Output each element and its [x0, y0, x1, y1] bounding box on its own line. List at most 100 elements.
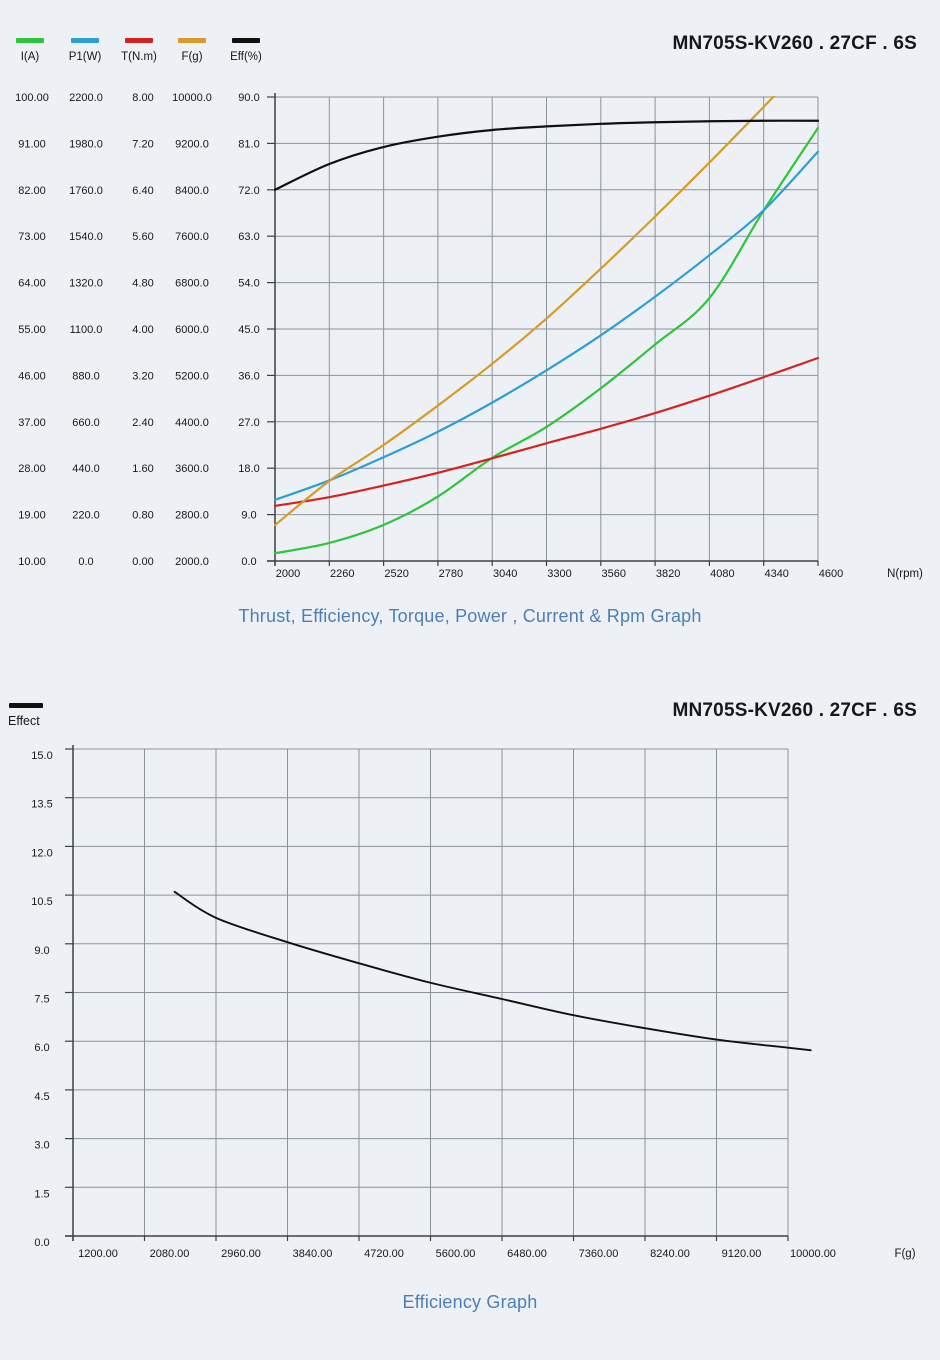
- y-tick-T(N.m): 2.40: [132, 417, 153, 429]
- y-tick-T(N.m): 4.00: [132, 324, 153, 336]
- y-tick-F(g): 2800.0: [175, 510, 209, 522]
- x-tick: 2260: [330, 568, 354, 580]
- y-tick: 0.0: [34, 1237, 49, 1249]
- y-tick-P1(W): 1980.0: [69, 138, 103, 150]
- y-tick-P1(W): 1760.0: [69, 185, 103, 197]
- x-tick: 3560: [602, 568, 626, 580]
- x-tick: 7360.00: [579, 1248, 619, 1260]
- legend-label: P1(W): [68, 51, 102, 63]
- axes: [267, 93, 819, 566]
- series-line-F(g): [274, 96, 776, 527]
- grid: [72, 748, 789, 1237]
- y-tick-Eff(%): 45.0: [238, 324, 259, 336]
- y-tick-Eff(%): 54.0: [238, 278, 259, 290]
- y-tick-P1(W): 880.0: [72, 370, 100, 382]
- y-tick-Eff(%): 72.0: [238, 185, 259, 197]
- y-tick-T(N.m): 0.80: [132, 510, 153, 522]
- y-tick: 13.5: [31, 799, 52, 811]
- y-tick-Eff(%): 18.0: [238, 463, 259, 475]
- y-tick-P1(W): 220.0: [72, 510, 100, 522]
- y-tick-P1(W): 1540.0: [69, 231, 103, 243]
- x-tick: 4600: [819, 568, 843, 580]
- x-tick: 3840.00: [293, 1248, 333, 1260]
- x-axis-labels: 2000 2260 2520 2780 3040 3300 3560 3820 4080 4340…: [276, 568, 923, 580]
- x-tick: 4080: [710, 568, 734, 580]
- legend-label: Effect: [8, 714, 40, 728]
- chart2-caption: Efficiency Graph: [402, 1292, 538, 1312]
- legend-item-effect: Effect: [8, 703, 76, 730]
- x-tick: 2780: [439, 568, 463, 580]
- y-axis-labels: 15.0 13.5 12.0 10.5 9.0 7.5 6.0 4.5 3.0 1.5 0.0: [31, 750, 52, 1249]
- y-tick-P1(W): 2200.0: [69, 92, 103, 104]
- y-tick-P1(W): 0.0: [78, 556, 93, 568]
- y-tick-F(g): 3600.0: [175, 463, 209, 475]
- y-tick: 6.0: [34, 1042, 49, 1054]
- chart2-title: MN705S-KV260 . 27CF . 6S: [672, 700, 917, 721]
- y-tick-I(A): 64.00: [18, 278, 46, 290]
- legend-item-fg: F(g): [164, 38, 220, 65]
- y-tick-Eff(%): 90.0: [238, 92, 259, 104]
- y-tick-I(A): 82.00: [18, 185, 46, 197]
- x-tick: 5600.00: [436, 1248, 476, 1260]
- y-tick-I(A): 46.00: [18, 370, 46, 382]
- x-tick: 9120.00: [722, 1248, 762, 1260]
- y-tick-F(g): 6000.0: [175, 324, 209, 336]
- legend-item-ia: I(A): [2, 38, 58, 65]
- series: [173, 890, 812, 1052]
- y-tick-T(N.m): 8.00: [132, 92, 153, 104]
- y-tick: 4.5: [34, 1091, 49, 1103]
- y-tick-I(A): 10.00: [18, 556, 46, 568]
- y-tick-P1(W): 440.0: [72, 463, 100, 475]
- y-tick-T(N.m): 0.00: [132, 556, 153, 568]
- y-tick-I(A): 55.00: [18, 324, 46, 336]
- y-tick-Eff(%): 36.0: [238, 370, 259, 382]
- legend-swatch: [232, 38, 260, 43]
- y-tick-T(N.m): 6.40: [132, 185, 153, 197]
- legend-item-eff: Eff(%): [218, 38, 274, 65]
- y-tick-F(g): 4400.0: [175, 417, 209, 429]
- x-tick: 2960.00: [221, 1248, 261, 1260]
- y-tick-I(A): 28.00: [18, 463, 46, 475]
- y-tick-Eff(%): 81.0: [238, 138, 259, 150]
- y-tick-Eff(%): 0.0: [241, 556, 256, 568]
- x-tick: 4340: [764, 568, 788, 580]
- series-line-T(N.m): [274, 356, 820, 507]
- y-tick-F(g): 9200.0: [175, 138, 209, 150]
- y-tick-F(g): 6800.0: [175, 278, 209, 290]
- y-tick-T(N.m): 1.60: [132, 463, 153, 475]
- x-tick: 2000: [276, 568, 300, 580]
- y-tick-T(N.m): 5.60: [132, 231, 153, 243]
- y-tick-I(A): 19.00: [18, 510, 46, 522]
- legend-label: F(g): [181, 51, 203, 63]
- series-line-Effect: [173, 890, 812, 1052]
- x-tick: 3300: [547, 568, 571, 580]
- y-tick-Eff(%): 9.0: [241, 510, 256, 522]
- x-tick: 8240.00: [650, 1248, 690, 1260]
- x-tick: 10000.00: [790, 1248, 836, 1260]
- y-tick: 3.0: [34, 1140, 49, 1152]
- x-tick: 6480.00: [507, 1248, 547, 1260]
- y-tick: 12.0: [31, 847, 52, 859]
- y-tick-I(A): 100.00: [15, 92, 49, 104]
- y-tick-F(g): 5200.0: [175, 370, 209, 382]
- legend-label: I(A): [20, 51, 40, 63]
- y-tick-T(N.m): 3.20: [132, 370, 153, 382]
- series: [274, 96, 820, 555]
- legend-item-tnm: T(N.m): [111, 38, 167, 65]
- legend-swatch: [125, 38, 153, 43]
- y-tick-I(A): 73.00: [18, 231, 46, 243]
- x-tick: 2080.00: [150, 1248, 190, 1260]
- y-tick-F(g): 10000.0: [172, 92, 212, 104]
- chart1-title: MN705S-KV260 . 27CF . 6S: [672, 33, 917, 54]
- legend-label: T(N.m): [121, 51, 157, 63]
- y-tick-Eff(%): 63.0: [238, 231, 259, 243]
- y-tick-F(g): 2000.0: [175, 556, 209, 568]
- x-tick: 4720.00: [364, 1248, 404, 1260]
- y-tick-Eff(%): 27.0: [238, 417, 259, 429]
- y-tick-P1(W): 660.0: [72, 417, 100, 429]
- series-line-P1(W): [274, 150, 820, 501]
- series-line-Eff(%): [274, 119, 820, 191]
- legend-swatch: [9, 703, 43, 708]
- legend-item-p1w: P1(W): [57, 38, 113, 65]
